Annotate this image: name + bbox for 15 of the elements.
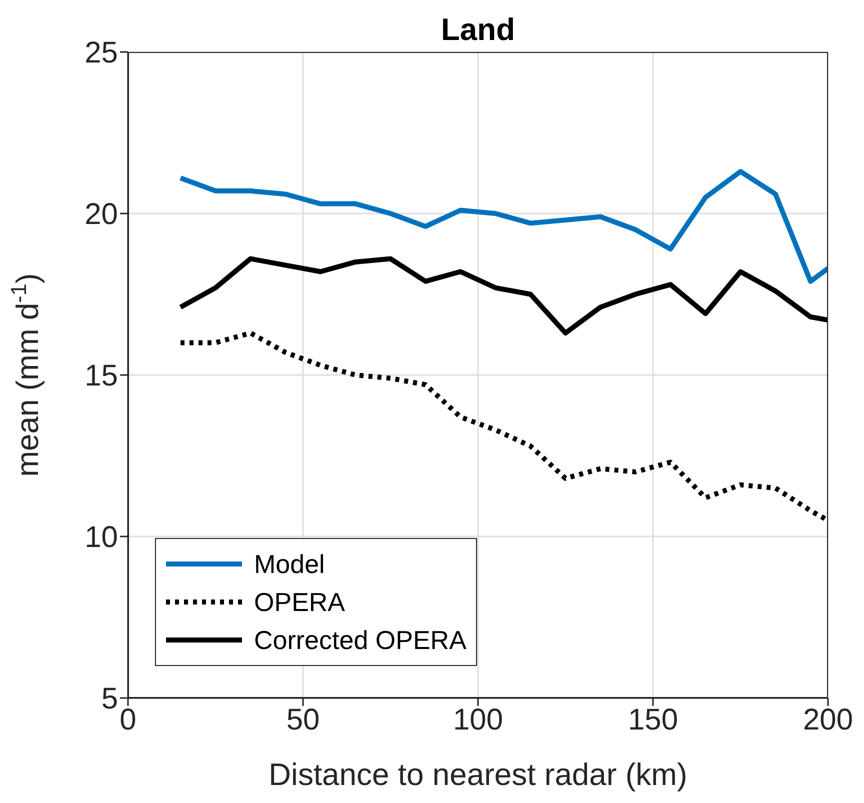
chart-title: Land: [440, 12, 516, 47]
x-tick-label: 50: [286, 703, 320, 736]
y-tick-label: 25: [84, 36, 118, 70]
y-tick-label: 15: [84, 360, 118, 393]
y-tick-label: 20: [84, 198, 118, 232]
x-tick-label: 100: [452, 703, 504, 736]
y-tick-label: 5: [101, 682, 118, 716]
x-tick-label: 200: [802, 703, 854, 736]
x-axis-title: Distance to nearest radar (km): [268, 757, 688, 792]
legend-label: Model: [254, 548, 325, 580]
legend-label: Corrected OPERA: [254, 624, 466, 656]
x-tick-label: 150: [628, 703, 678, 736]
y-tick-label: 10: [84, 521, 118, 554]
x-tick-label: 0: [120, 703, 136, 736]
legend-label: OPERA: [254, 586, 346, 618]
